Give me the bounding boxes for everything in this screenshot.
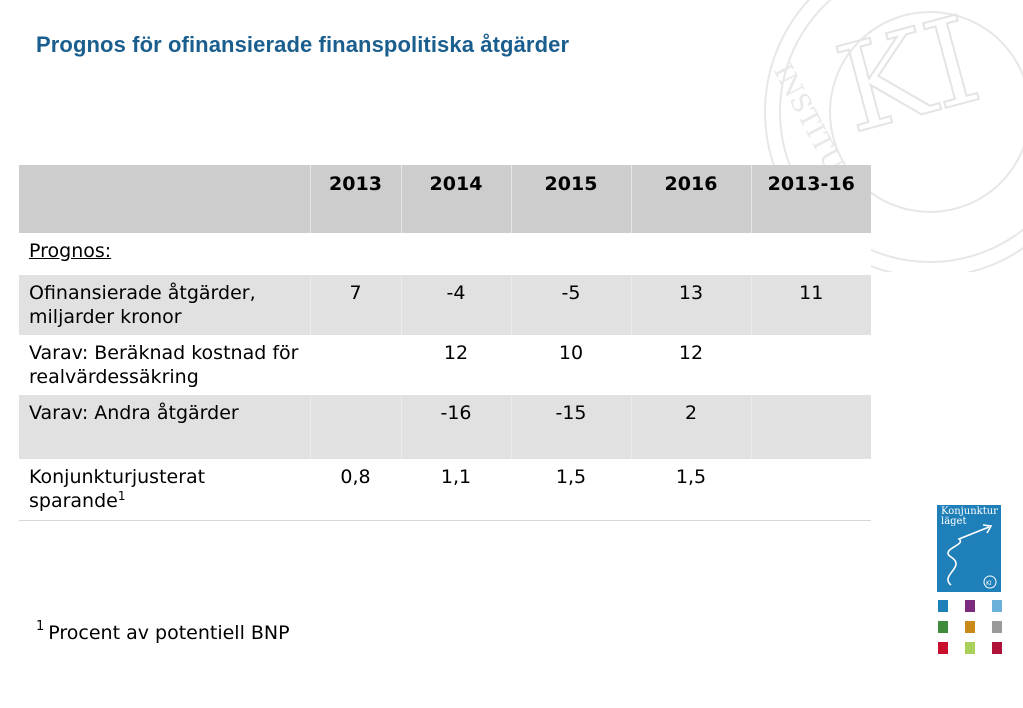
report-thumbnail: [938, 621, 948, 633]
report-thumbnail: [938, 642, 948, 654]
report-thumbnail: [992, 600, 1002, 612]
row-label: Konjunkturjusterat sparande: [29, 466, 206, 512]
report-thumbnails: [936, 600, 1006, 656]
cell-value: -15: [510, 395, 631, 459]
cell-value: 10: [511, 335, 631, 395]
row-label: Ofinansierade åtgärder, miljarder kronor: [19, 275, 310, 335]
cell-value: 12: [401, 335, 511, 395]
cell-value: [751, 459, 871, 521]
seal-letters: KI: [824, 0, 992, 161]
report-thumbnail: [965, 642, 975, 654]
cell-value: 2: [630, 395, 751, 459]
cell-value: [750, 395, 871, 459]
cell-value: 12: [631, 335, 751, 395]
header-cell-2014: 2014: [400, 165, 511, 233]
row-label: Varav: Andra åtgärder: [19, 395, 310, 459]
cell-value: 7: [309, 275, 401, 335]
footnote: 1 Procent av potentiell BNP: [36, 619, 290, 644]
header-cell-2013: 2013: [309, 165, 401, 233]
footnote-text: Procent av potentiell BNP: [48, 622, 290, 644]
report-thumbnail: [992, 621, 1002, 633]
cell-value: 13: [630, 275, 751, 335]
table-row: Varav: Beräknad kostnad för realvärdessä…: [19, 335, 871, 395]
cell-value: 0,8: [310, 459, 401, 521]
report-thumbnail: [938, 600, 948, 612]
ki-seal-watermark: KI INSTITUTET: [764, 0, 1023, 272]
cover-title-line-2: läget: [941, 516, 967, 527]
table-row: Konjunkturjusterat sparande1 0,8 1,1 1,5…: [19, 459, 871, 521]
cover-arrow-graphic: KI: [947, 524, 997, 589]
cell-value: -4: [400, 275, 511, 335]
report-cover-logo: Konjunktur läget KI: [937, 505, 1001, 592]
cell-value: -16: [400, 395, 511, 459]
section-label: Prognos:: [29, 240, 112, 262]
forecast-table: 2013 2014 2015 2016 2013-16 Prognos: Ofi…: [19, 165, 871, 521]
cover-title-line-1: Konjunktur: [941, 506, 998, 517]
cell-value: [310, 335, 401, 395]
report-thumbnail: [965, 600, 975, 612]
cell-value: 1,5: [511, 459, 631, 521]
page-title: Prognos för ofinansierade finanspolitisk…: [36, 32, 570, 57]
footnote-marker: 1: [36, 619, 45, 634]
section-row: Prognos:: [19, 233, 871, 275]
header-cell-2015: 2015: [510, 165, 631, 233]
table-row: Varav: Andra åtgärder -16 -15 2: [19, 395, 871, 459]
cover-badge: KI: [986, 580, 992, 587]
cell-value: 1,5: [631, 459, 751, 521]
report-thumbnail: [992, 642, 1002, 654]
header-cell-empty: [19, 165, 310, 233]
row-label: Varav: Beräknad kostnad för realvärdessä…: [19, 335, 310, 395]
cell-value: 1,1: [401, 459, 511, 521]
table-header-row: 2013 2014 2015 2016 2013-16: [19, 165, 871, 233]
cell-value: [751, 335, 871, 395]
footnote-ref: 1: [117, 489, 126, 503]
header-cell-2013-16: 2013-16: [750, 165, 871, 233]
cell-value: 11: [750, 275, 871, 335]
cell-value: -5: [510, 275, 631, 335]
cell-value: [309, 395, 401, 459]
header-cell-2016: 2016: [630, 165, 751, 233]
report-thumbnail: [965, 621, 975, 633]
table-row: Ofinansierade åtgärder, miljarder kronor…: [19, 275, 871, 335]
